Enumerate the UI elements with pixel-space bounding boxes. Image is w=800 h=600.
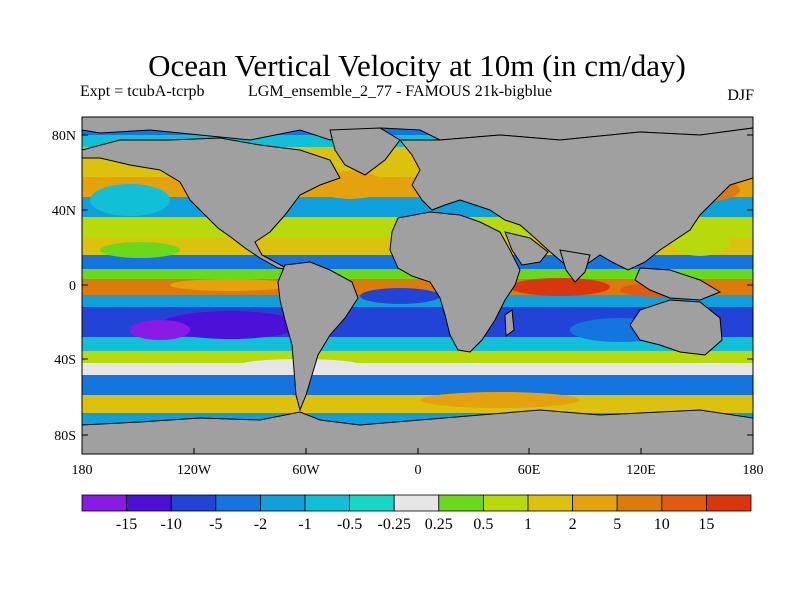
colorbar-label: 0.5: [473, 516, 493, 533]
colorbar-swatch: [215, 494, 261, 512]
experiment-label: Expt = tcubA-tcrpb: [80, 83, 205, 100]
colorbar-swatch: [170, 494, 217, 512]
north-america: [81, 137, 341, 271]
y-tick-40s: 40S: [54, 353, 76, 368]
colorbar-swatch: [259, 494, 306, 512]
y-tick-80n: 80N: [52, 129, 76, 144]
axis-ticks: [81, 134, 754, 454]
colorbar-swatch: [706, 494, 752, 512]
australia: [629, 299, 723, 356]
chart-title: Ocean Vertical Velocity at 10m (in cm/da…: [148, 48, 686, 83]
colorbar-label: -2: [254, 516, 267, 533]
colorbar-label: 0.25: [425, 516, 453, 533]
y-tick-40n: 40N: [52, 204, 76, 219]
season-label: DJF: [727, 87, 754, 104]
madagascar: [504, 309, 515, 337]
colorbar-label: -1: [298, 516, 311, 533]
x-tick-0: 0: [415, 463, 422, 478]
colorbar-label: -0.5: [337, 516, 362, 533]
colorbar-swatch: [482, 494, 529, 512]
colorbar-label: -10: [161, 516, 182, 533]
colorbar-swatch: [572, 494, 618, 512]
colorbar-swatch: [81, 494, 127, 512]
india: [559, 249, 591, 283]
colorbar-label: 10: [654, 516, 670, 533]
colorbar-swatch: [393, 494, 440, 512]
colorbar-labels: -15 -10 -5 -2 -1 -0.5 -0.25 0.25 0.5 1 2 5 10 15: [116, 516, 714, 533]
x-tick-120w: 120W: [177, 463, 212, 478]
colorbar-label: 5: [613, 516, 621, 533]
africa: [389, 211, 521, 353]
land-masses: [81, 116, 754, 455]
colorbar-swatch: [349, 494, 395, 512]
x-tick-180e: 180: [743, 463, 764, 478]
colorbar-label: 1: [524, 516, 532, 533]
colorbar-swatch: [126, 494, 172, 512]
colorbar-label: -5: [209, 516, 222, 533]
x-tick-120e: 120E: [626, 463, 656, 478]
colorbar-swatch: [616, 494, 663, 512]
y-tick-80s: 80S: [54, 429, 76, 444]
y-tick-0: 0: [69, 279, 76, 294]
colorbar-label: 15: [698, 516, 714, 533]
greenland: [329, 127, 401, 176]
eurasia: [398, 127, 754, 271]
colorbar-label: 2: [569, 516, 577, 533]
colorbar: [81, 494, 752, 512]
arabia: [504, 231, 549, 266]
south-america: [277, 261, 359, 412]
x-tick-180w: 180: [72, 463, 93, 478]
run-label: LGM_ensemble_2_77 - FAMOUS 21k-bigblue: [248, 83, 553, 100]
x-tick-60e: 60E: [518, 463, 541, 478]
colorbar-swatch: [661, 494, 707, 512]
x-tick-60w: 60W: [292, 463, 320, 478]
colorbar-label: -15: [116, 516, 137, 533]
colorbar-label: -0.25: [378, 516, 411, 533]
colorbar-swatch: [438, 494, 484, 512]
maritime-continent: [634, 267, 722, 301]
colorbar-swatch: [527, 494, 573, 512]
colorbar-swatch: [304, 494, 350, 512]
